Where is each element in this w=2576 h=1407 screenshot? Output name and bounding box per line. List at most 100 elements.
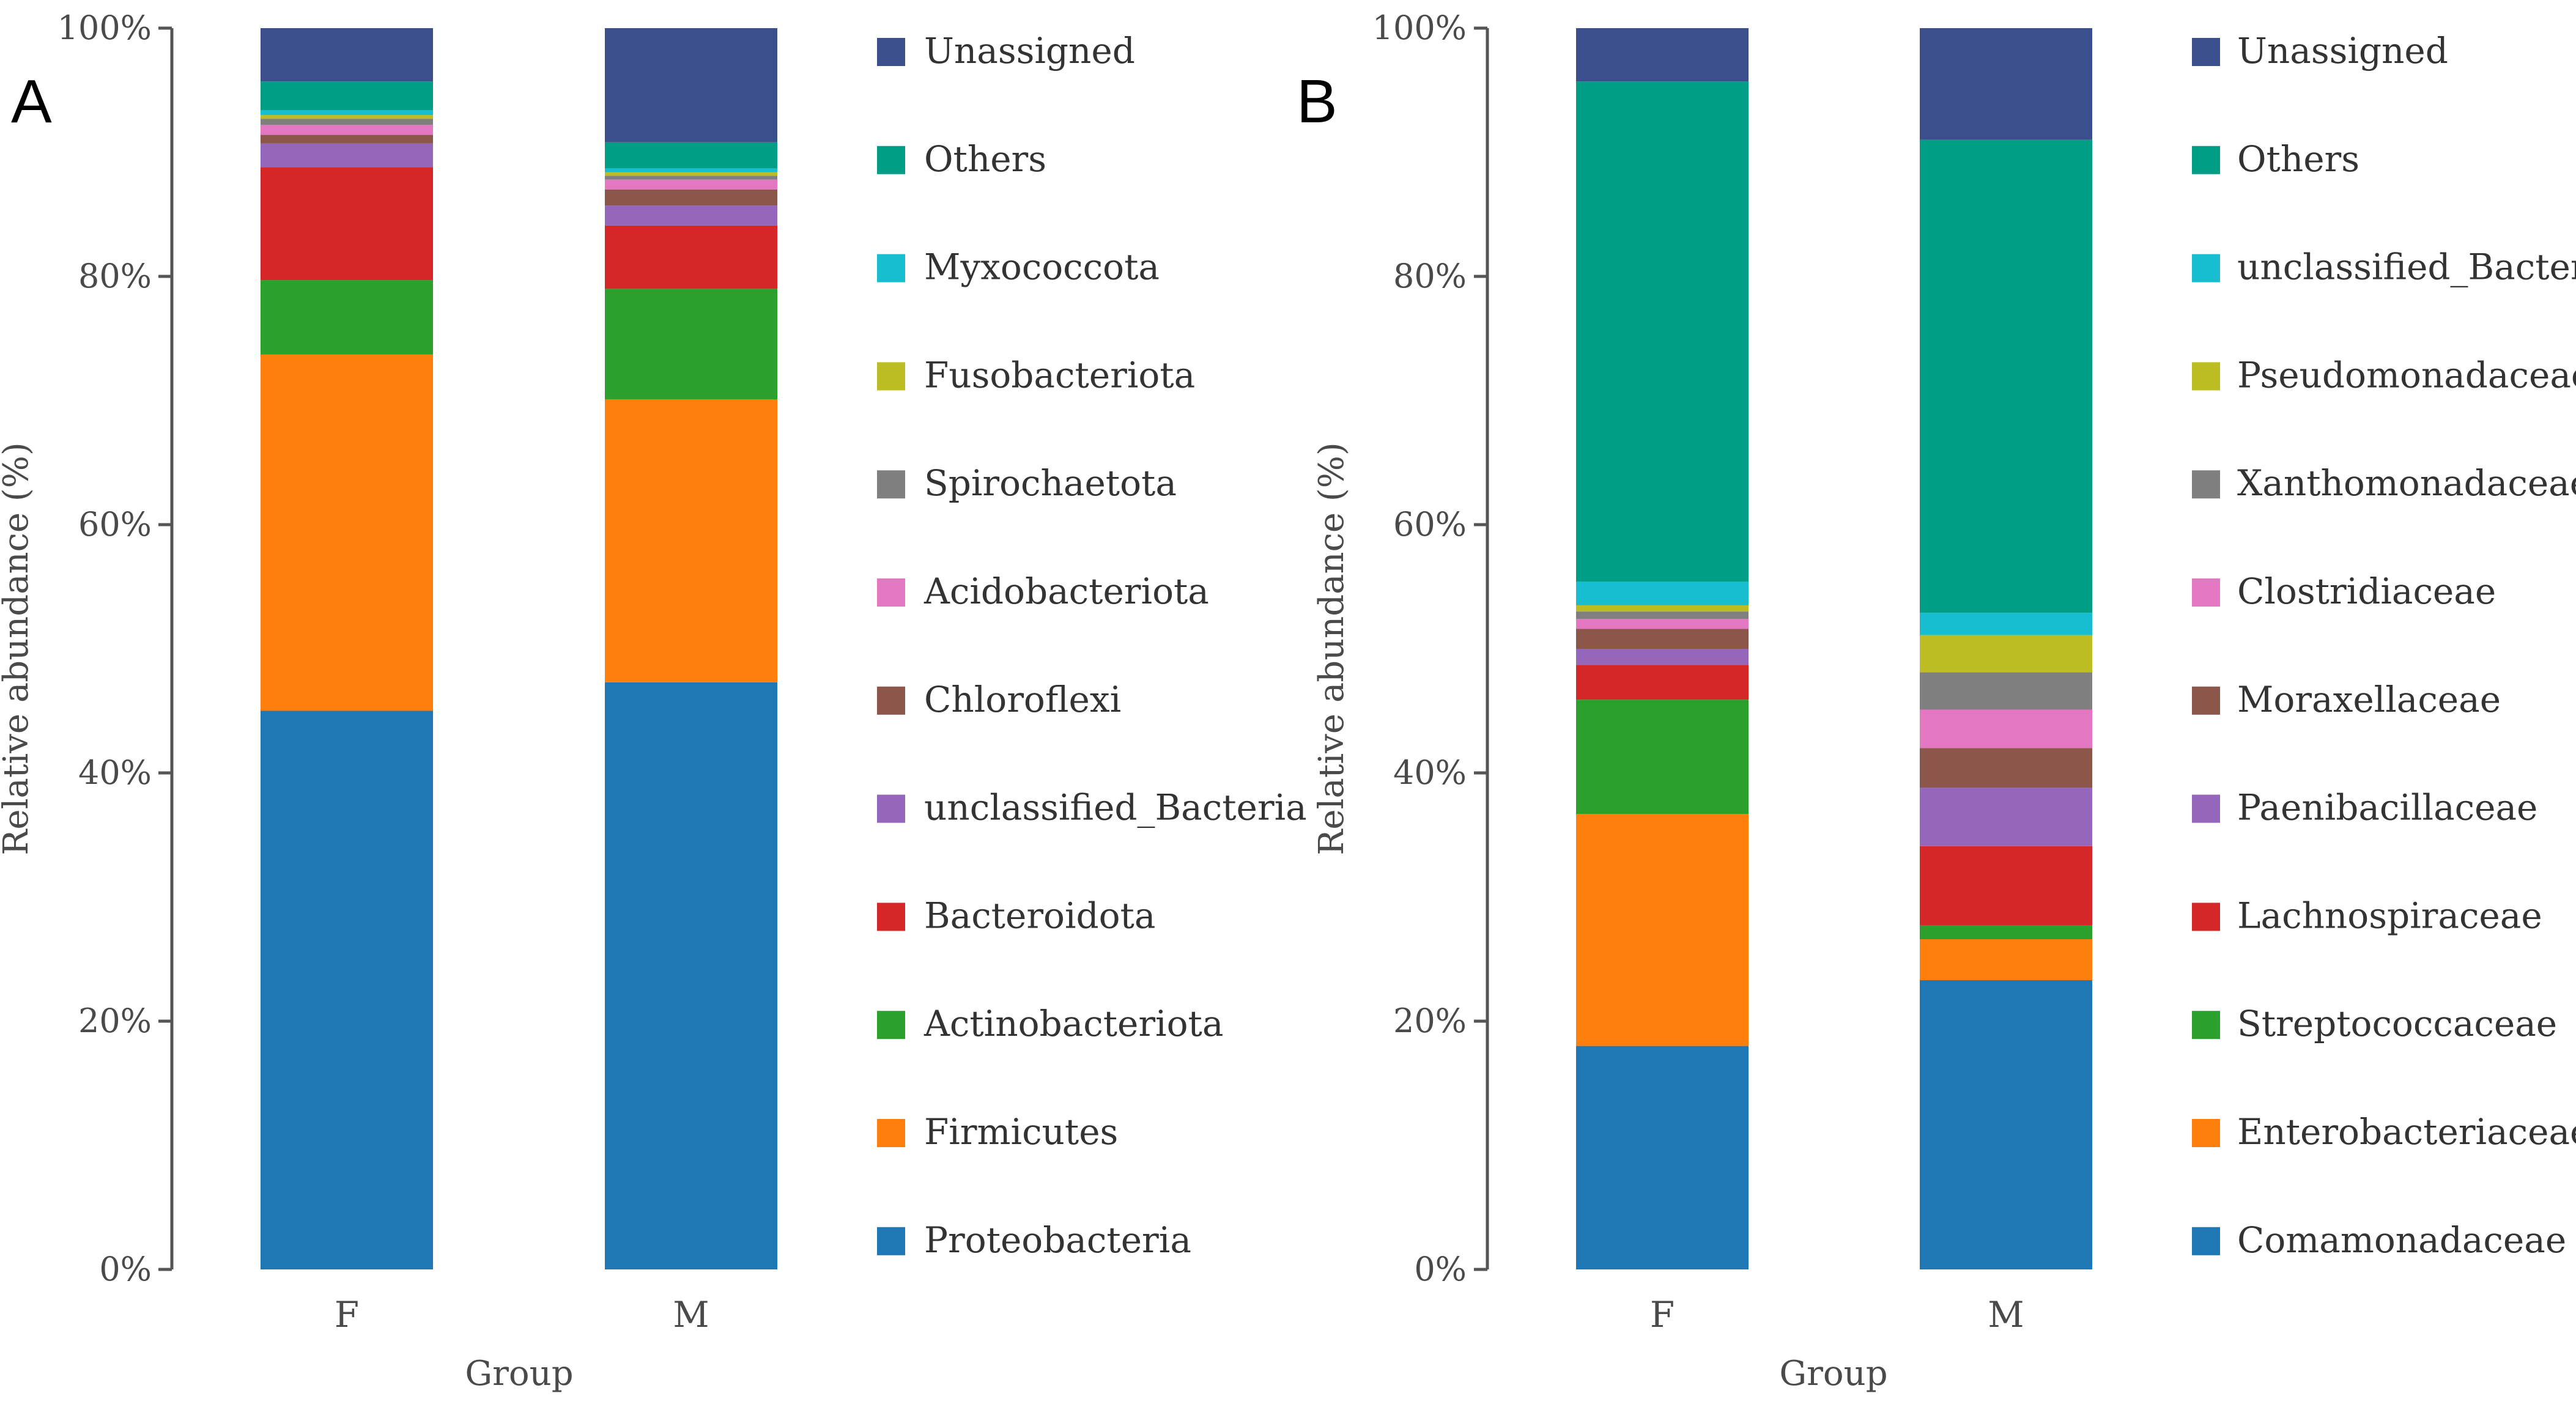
bar-segment-a-F-7 — [261, 119, 433, 125]
bar-segment-b-F-6 — [1576, 619, 1749, 629]
y-tick-label-a-4: 80% — [78, 257, 152, 295]
bar-segment-a-M-6 — [605, 179, 777, 190]
bar-segment-b-M-1 — [1920, 939, 2092, 981]
legend-label-b-11: Unassigned — [2237, 30, 2448, 72]
y-tick-label-a-0: 0% — [99, 1250, 152, 1288]
bar-segment-b-M-6 — [1920, 709, 2092, 748]
legend-swatch-a-0 — [877, 1227, 905, 1255]
legend-swatch-b-4 — [2192, 794, 2220, 823]
panel-letter-a: A — [11, 67, 52, 136]
legend-label-b-1: Enterobacteriaceae — [2237, 1111, 2576, 1153]
bar-segment-b-F-11 — [1576, 28, 1749, 82]
legend-label-b-7: Xanthomonadaceae — [2237, 462, 2576, 504]
bar-segment-a-F-10 — [261, 81, 433, 110]
legend-label-a-9: Myxococcota — [924, 246, 1160, 288]
y-tick-label-a-3: 60% — [78, 505, 152, 544]
legend-label-a-4: unclassified_Bacteria — [924, 787, 1307, 829]
bar-segment-b-M-5 — [1920, 748, 2092, 788]
legend-swatch-b-6 — [2192, 578, 2220, 607]
panel-letter-b: B — [1297, 67, 1338, 136]
legend-swatch-b-3 — [2192, 903, 2220, 931]
bar-segment-b-M-8 — [1920, 635, 2092, 673]
legend-swatch-b-5 — [2192, 686, 2220, 715]
legend-swatch-a-3 — [877, 903, 905, 931]
legend-swatch-a-1 — [877, 1119, 905, 1147]
x-tick-label-b-M: M — [1988, 1294, 2024, 1335]
legend-label-b-4: Paenibacillaceae — [2237, 787, 2537, 829]
x-tick-label-a-M: M — [673, 1294, 709, 1335]
legend-swatch-b-1 — [2192, 1119, 2220, 1147]
bar-segment-b-F-9 — [1576, 582, 1749, 605]
legend-swatch-b-2 — [2192, 1011, 2220, 1040]
legend-label-a-2: Actinobacteriota — [923, 1003, 1223, 1044]
y-tick-label-a-2: 40% — [78, 753, 152, 792]
y-axis-title-b: Relative abundance (%) — [1312, 442, 1352, 855]
bar-segment-a-M-11 — [605, 28, 777, 142]
bar-segment-a-M-4 — [605, 205, 777, 226]
y-axis-title-a: Relative abundance (%) — [0, 442, 36, 855]
bar-segment-b-M-11 — [1920, 28, 2092, 140]
bar-segment-a-F-2 — [261, 280, 433, 355]
panel-b: B 0% 20% 40% 60% 80% 100% F M Group Relative abund… — [1297, 9, 2576, 1394]
legend-label-b-0: Comamonadaceae — [2237, 1219, 2566, 1261]
bar-segment-b-M-7 — [1920, 672, 2092, 710]
bar-segment-a-F-4 — [261, 143, 433, 168]
legend-label-a-0: Proteobacteria — [924, 1219, 1191, 1261]
bar-segment-b-F-3 — [1576, 665, 1749, 700]
legend-label-a-8: Fusobacteriota — [924, 354, 1195, 396]
legend-swatch-a-9 — [877, 254, 905, 283]
bar-segment-b-F-7 — [1576, 611, 1749, 619]
bar-segment-a-M-7 — [605, 175, 777, 180]
legend-label-a-10: Others — [924, 138, 1046, 180]
legend-swatch-b-10 — [2192, 146, 2220, 174]
legend-label-b-2: Streptococcaceae — [2237, 1003, 2557, 1044]
legend-swatch-b-11 — [2192, 38, 2220, 66]
bar-segment-a-M-5 — [605, 189, 777, 206]
bar-segment-a-F-11 — [261, 28, 433, 82]
x-axis-title-a: Group — [465, 1354, 573, 1394]
bar-segment-a-M-2 — [605, 289, 777, 399]
bar-segment-b-F-4 — [1576, 649, 1749, 665]
bar-segment-a-M-9 — [605, 168, 777, 172]
bar-segment-a-M-3 — [605, 225, 777, 289]
legend-label-b-3: Lachnospiraceae — [2237, 895, 2542, 936]
bar-segment-a-F-1 — [261, 354, 433, 711]
y-tick-label-b-1: 20% — [1393, 1002, 1467, 1040]
legend-label-b-6: Clostridiaceae — [2237, 571, 2496, 612]
legend-label-b-9: unclassified_Bacteria — [2237, 246, 2576, 288]
bar-segment-a-M-8 — [605, 172, 777, 176]
legend-label-a-1: Firmicutes — [924, 1111, 1118, 1153]
legend-swatch-b-7 — [2192, 470, 2220, 499]
bar-segment-a-M-1 — [605, 399, 777, 682]
bar-segment-b-M-9 — [1920, 613, 2092, 635]
x-tick-label-a-F: F — [335, 1294, 359, 1335]
legend-swatch-a-7 — [877, 470, 905, 499]
x-tick-label-b-F: F — [1650, 1294, 1675, 1335]
y-tick-label-a-5: 100% — [57, 9, 152, 47]
legend-label-a-7: Spirochaetota — [924, 462, 1177, 504]
legend-swatch-a-11 — [877, 38, 905, 66]
bar-segment-a-F-5 — [261, 135, 433, 144]
bar-segment-b-F-0 — [1576, 1046, 1749, 1269]
bar-segment-a-F-8 — [261, 115, 433, 119]
bar-segment-b-M-10 — [1920, 139, 2092, 613]
legend-swatch-b-9 — [2192, 254, 2220, 283]
legend-swatch-b-0 — [2192, 1227, 2220, 1255]
bar-segment-b-F-8 — [1576, 605, 1749, 612]
bar-segment-a-F-9 — [261, 109, 433, 116]
bar-segment-b-M-2 — [1920, 925, 2092, 940]
legend-swatch-a-8 — [877, 362, 905, 391]
bar-segment-b-M-3 — [1920, 846, 2092, 926]
legend-label-b-8: Pseudomonadaceae — [2237, 354, 2576, 396]
bar-segment-a-M-10 — [605, 142, 777, 169]
y-tick-label-b-5: 100% — [1372, 9, 1467, 47]
legend-label-a-11: Unassigned — [924, 30, 1135, 72]
y-tick-label-b-0: 0% — [1414, 1250, 1467, 1288]
y-tick-label-b-4: 80% — [1393, 257, 1467, 295]
legend-swatch-a-10 — [877, 146, 905, 174]
bar-segment-b-F-2 — [1576, 700, 1749, 814]
legend-swatch-a-4 — [877, 794, 905, 823]
x-axis-title-b: Group — [1779, 1354, 1887, 1394]
panel-a: A 0% 20% 40% 60% 80% 100% F M Group Relative abund… — [0, 9, 1307, 1394]
